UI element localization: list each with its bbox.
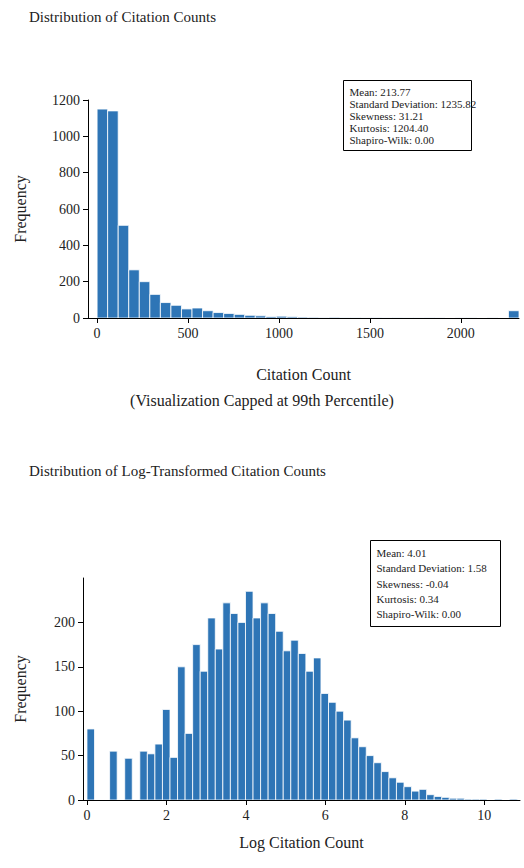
svg-text:2000: 2000 bbox=[447, 326, 475, 341]
svg-text:600: 600 bbox=[59, 202, 80, 217]
svg-text:Skewness: -0.04: Skewness: -0.04 bbox=[377, 578, 450, 590]
svg-text:6: 6 bbox=[322, 808, 329, 823]
svg-text:1000: 1000 bbox=[52, 129, 80, 144]
svg-text:Skewness: 31.21: Skewness: 31.21 bbox=[350, 110, 424, 122]
svg-text:2: 2 bbox=[163, 808, 170, 823]
svg-text:0: 0 bbox=[73, 311, 80, 326]
svg-text:1000: 1000 bbox=[265, 326, 293, 341]
svg-text:4: 4 bbox=[242, 808, 249, 823]
svg-text:500: 500 bbox=[178, 326, 199, 341]
svg-text:Mean: 4.01: Mean: 4.01 bbox=[377, 547, 427, 559]
svg-text:Kurtosis: 1204.40: Kurtosis: 1204.40 bbox=[350, 122, 429, 134]
svg-text:Log Citation Count: Log Citation Count bbox=[239, 834, 364, 852]
svg-text:10: 10 bbox=[477, 808, 491, 823]
svg-text:Citation Count: Citation Count bbox=[256, 366, 351, 383]
svg-text:Kurtosis: 0.34: Kurtosis: 0.34 bbox=[377, 593, 440, 605]
svg-text:Standard Deviation: 1.58: Standard Deviation: 1.58 bbox=[377, 562, 488, 574]
svg-text:0: 0 bbox=[68, 793, 75, 808]
svg-text:1200: 1200 bbox=[52, 93, 80, 108]
svg-text:0: 0 bbox=[83, 808, 90, 823]
svg-text:Shapiro-Wilk: 0.00: Shapiro-Wilk: 0.00 bbox=[377, 608, 462, 620]
svg-text:Frequency: Frequency bbox=[12, 655, 30, 723]
svg-text:200: 200 bbox=[54, 615, 75, 630]
svg-text:0: 0 bbox=[94, 326, 101, 341]
svg-text:Shapiro-Wilk: 0.00: Shapiro-Wilk: 0.00 bbox=[350, 134, 435, 146]
svg-text:Distribution of Citation Count: Distribution of Citation Counts bbox=[29, 9, 216, 25]
svg-text:200: 200 bbox=[59, 274, 80, 289]
svg-text:(Visualization Capped at 99th: (Visualization Capped at 99th Percentile… bbox=[130, 392, 394, 410]
svg-text:800: 800 bbox=[59, 165, 80, 180]
svg-text:400: 400 bbox=[59, 238, 80, 253]
svg-text:50: 50 bbox=[61, 748, 75, 763]
svg-text:1500: 1500 bbox=[356, 326, 384, 341]
svg-text:Mean: 213.77: Mean: 213.77 bbox=[350, 86, 412, 98]
svg-text:Distribution of Log-Transforme: Distribution of Log-Transformed Citation… bbox=[29, 463, 326, 479]
svg-text:100: 100 bbox=[54, 704, 75, 719]
svg-text:150: 150 bbox=[54, 659, 75, 674]
svg-text:8: 8 bbox=[401, 808, 408, 823]
svg-text:Standard Deviation: 1235.82: Standard Deviation: 1235.82 bbox=[350, 98, 477, 110]
svg-text:Frequency: Frequency bbox=[12, 175, 30, 243]
